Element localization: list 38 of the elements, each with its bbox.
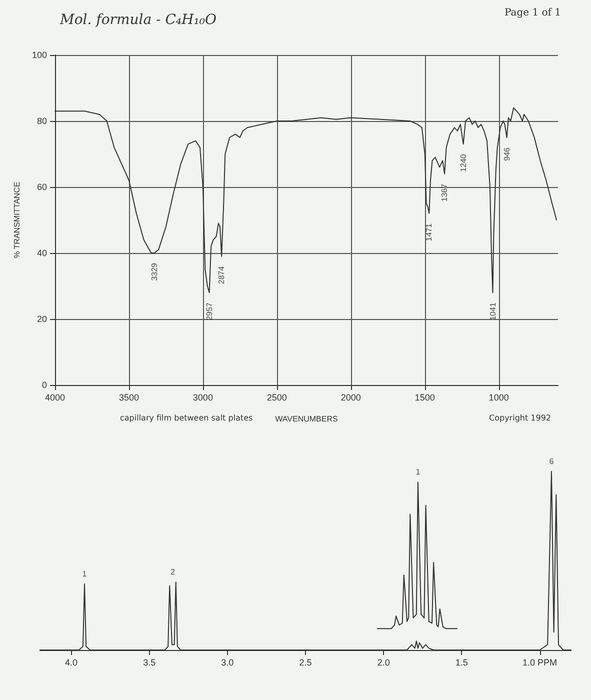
annotation: 1367	[440, 183, 450, 202]
text: Copyright 1992	[489, 414, 552, 422]
chart-title: Mol. formula - C₄H₁₀O	[59, 12, 217, 28]
x-tick-label: 1.5	[455, 658, 468, 668]
x-tick-label: 2000	[340, 392, 361, 402]
annotation: 946	[502, 146, 512, 161]
text: capillary film between salt plates	[120, 414, 253, 422]
annotation: 1	[82, 569, 88, 578]
text: Page 1 of 1	[504, 8, 562, 18]
y-tick-label: 20	[36, 314, 47, 324]
annotation: 1471	[424, 222, 434, 242]
x-tick-label: 2.0	[377, 658, 390, 668]
annotation: 2	[170, 568, 176, 577]
x-tick-label: 2.5	[299, 658, 312, 668]
annotation: 1041	[488, 302, 498, 320]
x-tick-label: 1500	[414, 392, 435, 402]
annotation: 1	[416, 468, 421, 477]
annotation: 3329	[150, 262, 159, 281]
x-axis-title: WAVENUMBERS	[275, 414, 338, 424]
x-tick-label: 3.0	[221, 658, 234, 668]
y-tick-label: 40	[36, 248, 47, 258]
y-axis-title: % TRANSMITTANCE	[12, 182, 22, 258]
y-tick-label: 0	[42, 380, 47, 390]
y-tick-label: 100	[32, 50, 47, 60]
annotation: 6	[549, 456, 554, 466]
annotation: 2957	[204, 302, 214, 320]
x-tick-label: 3.5	[143, 658, 156, 668]
x-tick-label: 4.0	[64, 658, 78, 668]
x-tick-label: 4000	[44, 392, 66, 402]
x-tick-label: 3500	[118, 392, 139, 402]
y-tick-label: 60	[36, 182, 47, 192]
x-tick-label: 2500	[266, 392, 287, 402]
x-tick-label: 3000	[192, 392, 213, 402]
x-tick-label: 1.0 PPM	[522, 658, 558, 668]
y-tick-label: 80	[36, 116, 47, 126]
annotation: 2874	[217, 266, 226, 284]
x-tick-label: 1000	[488, 392, 509, 402]
annotation: 1240	[458, 154, 468, 172]
